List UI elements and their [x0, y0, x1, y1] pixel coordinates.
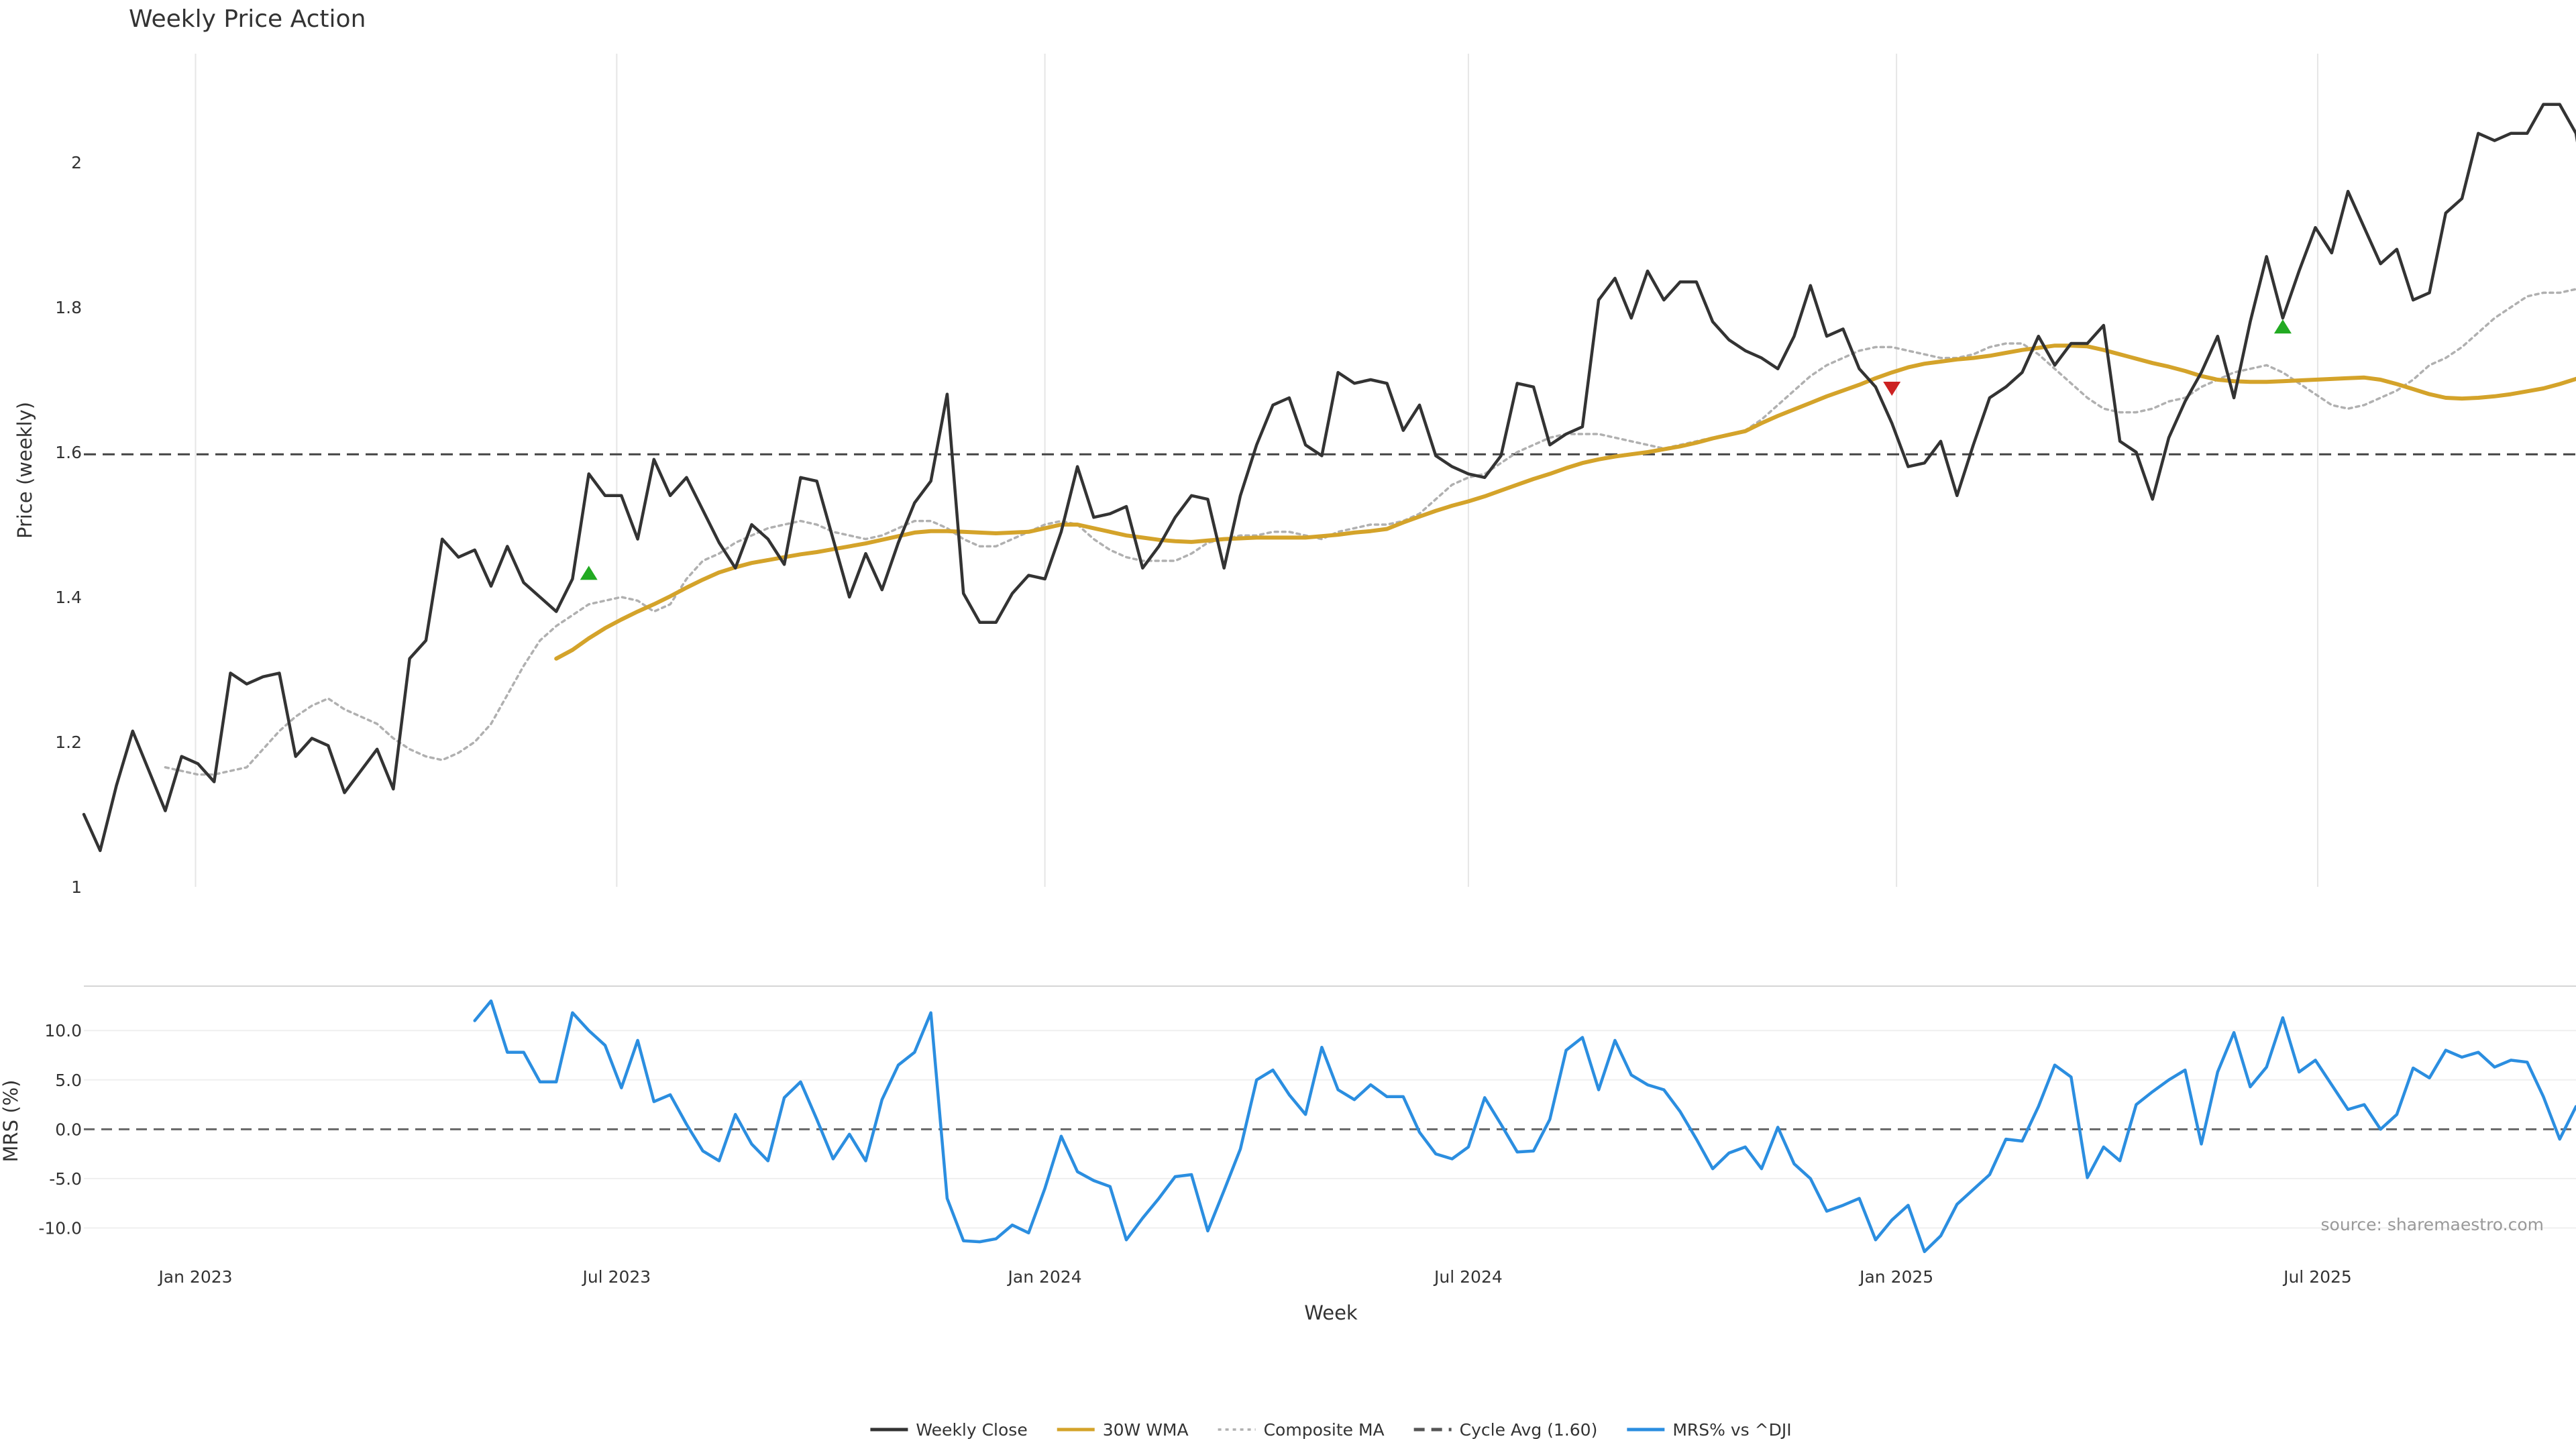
- legend: Weekly Close 30W WMA Composite MA Cycle Avg…: [870, 1420, 1792, 1440]
- legend-item-label: Weekly Close: [916, 1420, 1027, 1440]
- mrs-y-axis-label: MRS (%): [0, 1080, 22, 1163]
- price-series-lines: [82, 103, 2576, 853]
- weekly-close-line: [82, 103, 2576, 853]
- mrs-y-ticks: -10.0 -5.0 0.0 5.0 10.0: [38, 1021, 82, 1238]
- legend-item-label: Composite MA: [1264, 1420, 1385, 1440]
- legend-item-label: Cycle Avg (1.60): [1460, 1420, 1598, 1440]
- mrs-panel: -10.0 -5.0 0.0 5.0 10.0 MRS (%): [0, 999, 2576, 1254]
- price-panel: 1 1.2 1.4 1.6 1.8 2 Price (weekly): [13, 54, 2576, 897]
- sell-signal-marker: [1883, 381, 1901, 396]
- x-axis-label: Week: [1304, 1301, 1358, 1324]
- x-tick-label: Jan 2024: [1007, 1267, 1082, 1287]
- price-y-tick: 1.4: [55, 588, 82, 607]
- x-axis-ticks: Jan 2023 Jul 2023 Jan 2024 Jul 2024 Jan 2025…: [157, 1267, 2351, 1287]
- price-y-ticks: 1 1.2 1.4 1.6 1.8 2: [55, 153, 82, 897]
- price-y-tick: 1.6: [55, 443, 82, 462]
- price-y-tick: 1.8: [55, 298, 82, 317]
- source-credit: source: sharemaestro.com: [2321, 1215, 2544, 1234]
- 30w-wma-line: [554, 343, 2576, 661]
- mrs-y-tick: -5.0: [49, 1169, 82, 1189]
- mrs-series-line: [473, 999, 2576, 1254]
- legend-item-label: MRS% vs ^DJI: [1672, 1420, 1791, 1440]
- price-y-tick: 2: [71, 153, 82, 172]
- mrs-y-tick: 5.0: [55, 1071, 82, 1090]
- mrs-y-tick: 10.0: [44, 1021, 82, 1040]
- x-tick-label: Jan 2023: [157, 1267, 232, 1287]
- legend-item-label: 30W WMA: [1103, 1420, 1189, 1440]
- price-y-tick: 1.2: [55, 733, 82, 752]
- mrs-vs-dji-line: [473, 999, 2576, 1254]
- buy-signal-marker: [580, 566, 598, 580]
- mrs-y-tick: -10.0: [38, 1219, 82, 1238]
- x-tick-label: Jul 2024: [1433, 1267, 1503, 1287]
- price-gridlines: [195, 54, 2318, 887]
- x-tick-label: Jan 2025: [1858, 1267, 1933, 1287]
- signal-markers: [580, 319, 2292, 580]
- composite-ma-line: [164, 288, 2576, 776]
- mrs-y-tick: 0.0: [55, 1120, 82, 1139]
- buy-signal-marker: [2273, 319, 2292, 334]
- x-tick-label: Jul 2023: [581, 1267, 651, 1287]
- price-y-axis-label: Price (weekly): [13, 402, 36, 539]
- x-tick-label: Jul 2025: [2282, 1267, 2352, 1287]
- chart-title: Weekly Price Action: [129, 5, 366, 33]
- price-y-tick: 1: [71, 877, 82, 897]
